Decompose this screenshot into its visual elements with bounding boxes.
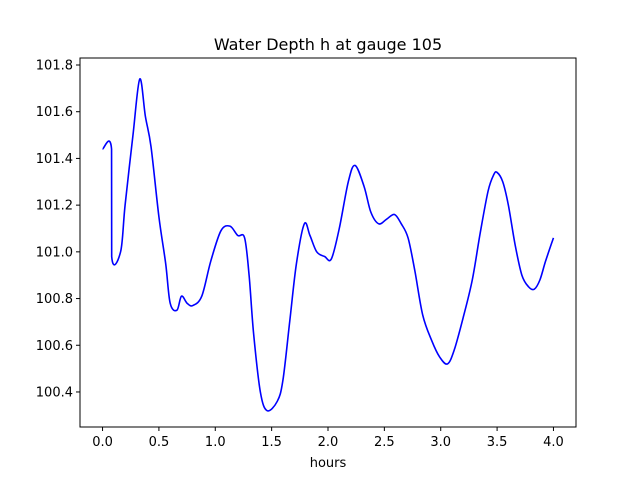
y-tick-label: 101.4: [36, 152, 73, 167]
y-tick-label: 101.2: [36, 199, 73, 214]
chart-title: Water Depth h at gauge 105: [214, 35, 442, 54]
x-tick-label: 1.5: [261, 435, 282, 450]
x-tick-label: 0.5: [149, 435, 170, 450]
x-tick-label: 2.5: [374, 435, 395, 450]
x-tick-label: 3.5: [487, 435, 508, 450]
series-layer: [101, 78, 555, 412]
x-tick-label: 3.0: [430, 435, 451, 450]
y-tick-label: 100.6: [36, 339, 73, 354]
x-tick-label: 1.0: [205, 435, 226, 450]
y-tick-label: 101.0: [36, 245, 73, 260]
y-tick-label: 101.6: [36, 105, 73, 120]
x-axis-label: hours: [310, 456, 347, 471]
y-tick-label: 101.8: [36, 59, 73, 74]
x-tick-label: 2.0: [318, 435, 339, 450]
series-line-water-depth: [101, 78, 555, 412]
y-tick-label: 100.8: [36, 292, 73, 307]
x-tick-label: 0.0: [92, 435, 113, 450]
x-tick-label: 4.0: [543, 435, 564, 450]
y-tick-label: 100.4: [36, 385, 73, 400]
plot-frame: [79, 57, 577, 428]
ticks-layer: 0.0 0.5 1.0 1.5 2.0 2.5 3.0 3.5 4.0 100.4 100.6 100…: [36, 59, 564, 450]
